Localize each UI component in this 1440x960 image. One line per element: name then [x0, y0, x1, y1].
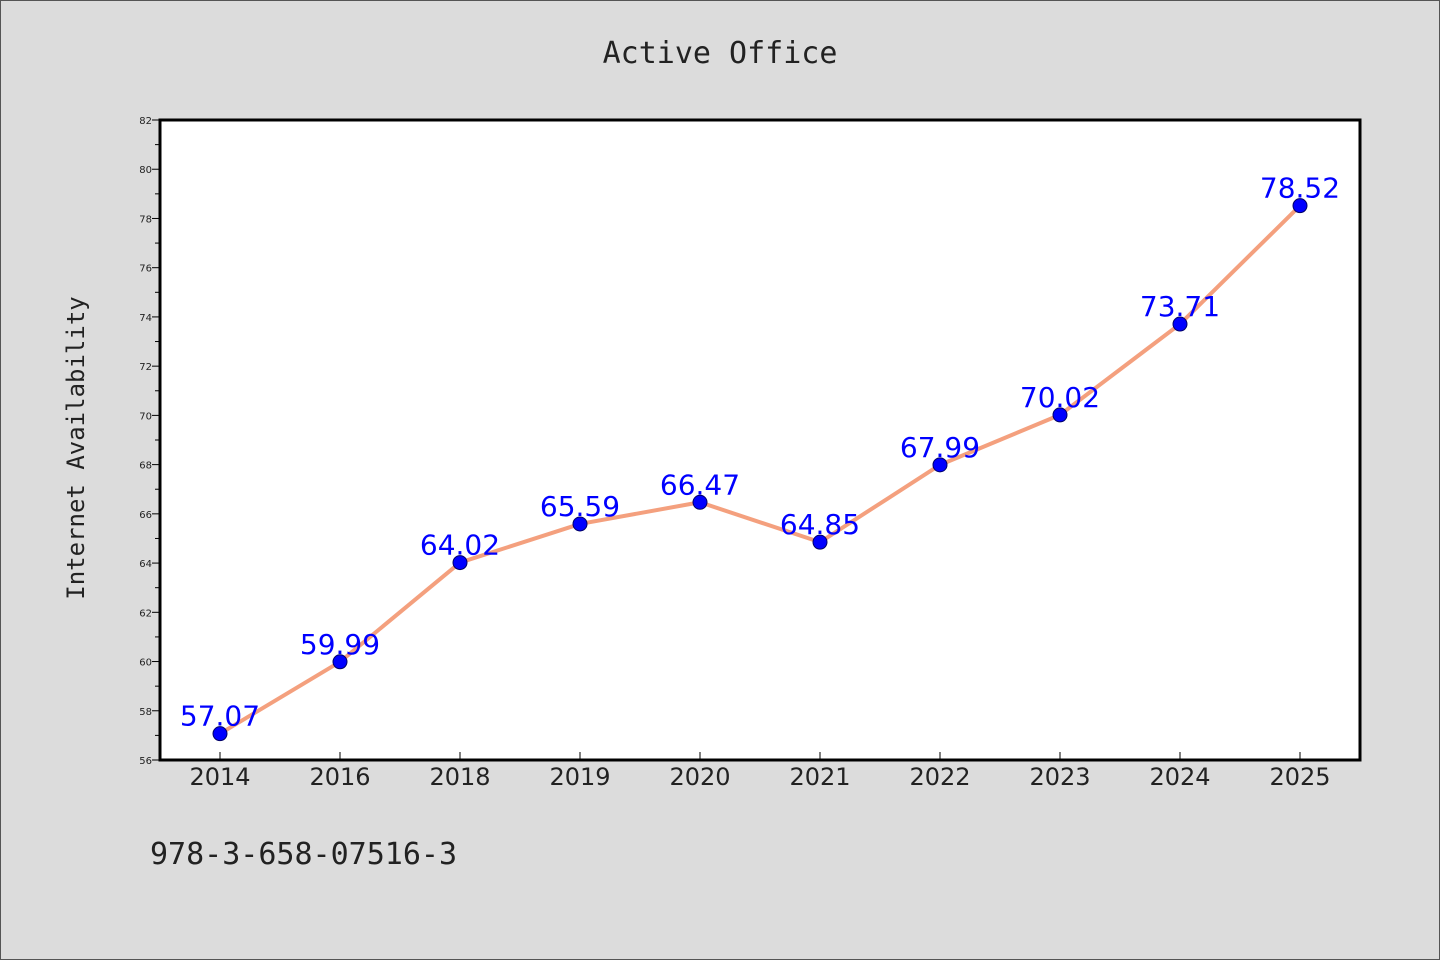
- data-point: [812, 534, 828, 550]
- data-labels: 57.07 59.99 64.02 65.59 66.47 64.85 67.99 70.02…: [180, 172, 1340, 733]
- data-points: [212, 198, 1308, 742]
- x-tick-label: 2023: [1029, 763, 1090, 791]
- plot-frame: [158, 118, 1362, 762]
- data-point: [452, 555, 468, 571]
- y-tick-label: 74: [139, 313, 152, 324]
- y-tick-label: 56: [139, 756, 152, 767]
- y-tick-label: 60: [139, 658, 152, 669]
- data-point: [932, 457, 948, 473]
- chart-title: Active Office: [603, 36, 838, 71]
- y-axis: 56 58 60 62 64 66 68 70 72 74 76 78 80 82: [139, 116, 160, 767]
- x-axis: 2014 2016 2018 2019 2020 2021 2022 2023 2024 2025: [189, 752, 1331, 791]
- data-label: 70.02: [1020, 381, 1100, 414]
- data-label: 59.99: [300, 628, 380, 661]
- x-tick-label: 2024: [1149, 763, 1210, 791]
- x-tick-label: 2014: [189, 763, 250, 791]
- data-point: [692, 494, 708, 510]
- x-tick-label: 2019: [549, 763, 610, 791]
- x-tick-label: 2016: [309, 763, 370, 791]
- x-tick-label: 2021: [789, 763, 850, 791]
- data-label: 66.47: [660, 468, 740, 501]
- y-tick-label: 66: [139, 510, 152, 521]
- data-label: 67.99: [900, 431, 980, 464]
- data-point: [1292, 198, 1308, 214]
- footer-text: 978-3-658-07516-3: [150, 837, 457, 872]
- data-label: 78.52: [1260, 172, 1340, 205]
- data-label: 64.85: [780, 508, 860, 541]
- data-point: [212, 726, 228, 742]
- data-label: 73.71: [1140, 290, 1220, 323]
- y-tick-label: 78: [139, 214, 152, 225]
- y-tick-label: 72: [139, 362, 152, 373]
- y-tick-label: 80: [139, 165, 152, 176]
- data-label: 64.02: [420, 529, 500, 562]
- data-point: [572, 516, 588, 532]
- series-line: [218, 203, 1302, 736]
- x-tick-label: 2022: [909, 763, 970, 791]
- data-point: [332, 654, 348, 670]
- y-tick-label: 64: [139, 559, 152, 570]
- x-tick-label: 2018: [429, 763, 490, 791]
- plot-area: [160, 120, 1360, 760]
- y-tick-label: 68: [139, 461, 152, 472]
- y-tick-label: 82: [139, 116, 152, 127]
- data-point: [1172, 316, 1188, 332]
- data-label: 57.07: [180, 700, 260, 733]
- y-tick-label: 58: [139, 707, 152, 718]
- data-label: 65.59: [540, 490, 620, 523]
- data-point: [1052, 407, 1068, 423]
- y-tick-label: 62: [139, 608, 152, 619]
- y-tick-label: 70: [139, 411, 152, 422]
- x-tick-label: 2020: [669, 763, 730, 791]
- y-axis-label: Internet Availability: [62, 296, 90, 599]
- x-tick-label: 2025: [1269, 763, 1330, 791]
- y-tick-label: 76: [139, 264, 152, 275]
